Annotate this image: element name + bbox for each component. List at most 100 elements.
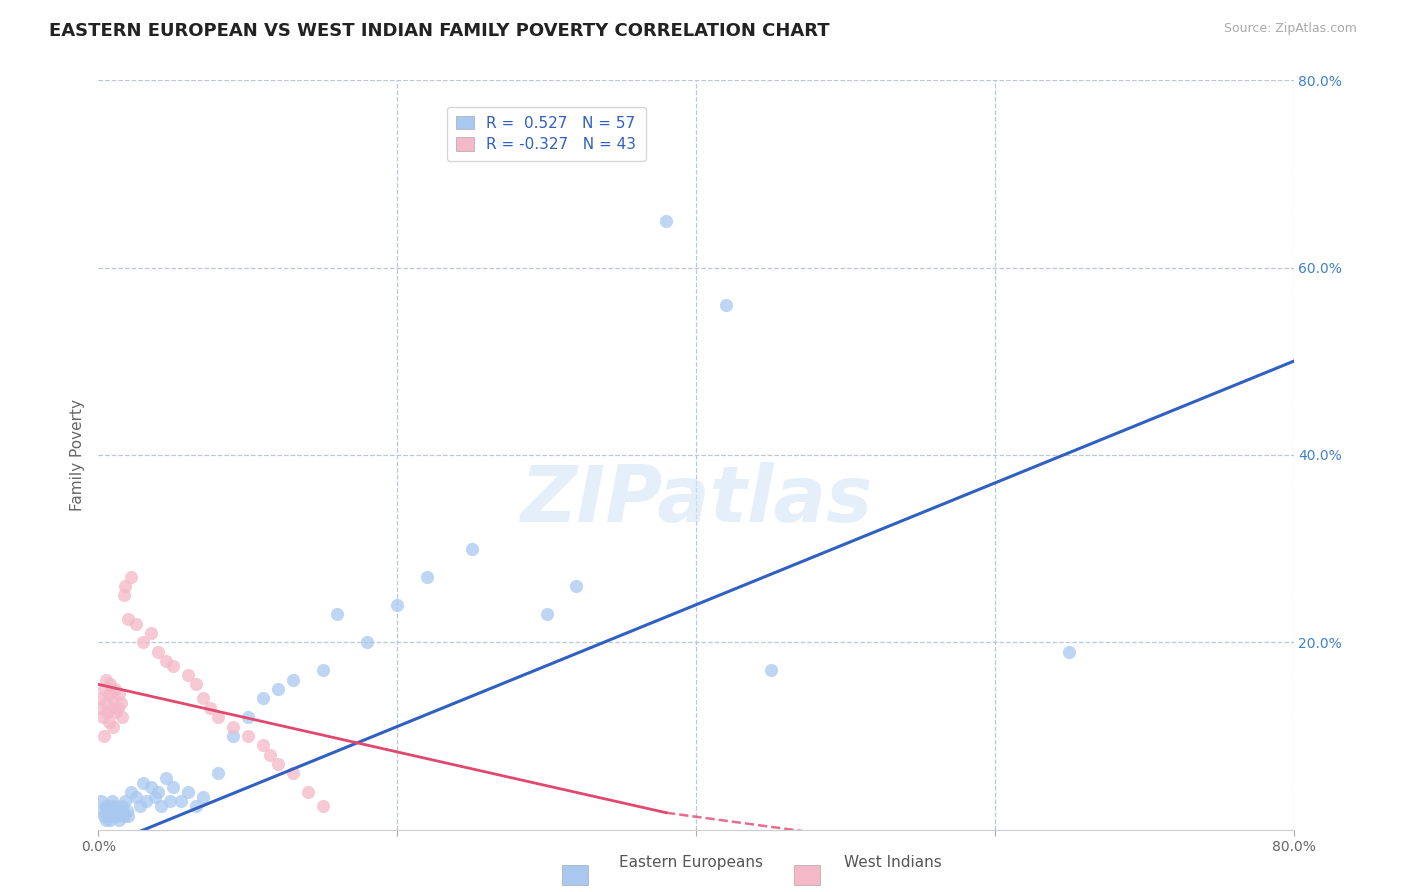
Point: [94, 696, 117, 710]
Point: [110, 696, 132, 710]
Point: [98, 677, 122, 691]
Point: [91, 804, 114, 818]
Point: [267, 682, 290, 697]
Point: [759, 664, 782, 678]
Point: [207, 766, 229, 780]
Point: [97, 714, 120, 729]
Point: [326, 607, 349, 621]
Point: [125, 789, 148, 804]
Point: [94, 814, 117, 828]
Point: [120, 785, 142, 799]
Point: [104, 799, 127, 814]
Point: [112, 808, 135, 822]
Point: [103, 804, 125, 818]
Point: [101, 701, 124, 715]
Point: [125, 616, 148, 631]
Point: [96, 706, 118, 720]
Point: [236, 710, 259, 724]
Point: [132, 776, 155, 790]
Point: [93, 729, 115, 743]
Point: [155, 654, 177, 668]
Point: [139, 780, 162, 795]
Point: [148, 644, 170, 658]
Point: [117, 612, 139, 626]
Point: [97, 808, 120, 822]
Point: [132, 635, 155, 649]
Point: [184, 799, 207, 814]
Point: [111, 710, 134, 724]
Point: [107, 804, 129, 818]
Point: [222, 729, 245, 743]
Point: [714, 298, 737, 312]
Point: [103, 691, 125, 706]
Point: [297, 785, 319, 799]
Point: [236, 729, 259, 743]
Point: [129, 799, 152, 814]
Y-axis label: Family Poverty: Family Poverty: [70, 399, 86, 511]
Point: [191, 789, 214, 804]
Point: [184, 677, 207, 691]
Point: [97, 687, 120, 701]
Point: [356, 635, 378, 649]
Point: [120, 570, 142, 584]
Point: [143, 789, 166, 804]
Point: [311, 799, 333, 814]
Point: [135, 795, 157, 809]
Point: [107, 701, 129, 715]
Point: [162, 658, 184, 673]
Point: [93, 808, 115, 822]
Point: [90, 691, 112, 706]
Point: [385, 598, 409, 612]
Text: West Indians: West Indians: [844, 855, 942, 870]
Point: [281, 766, 304, 780]
Point: [252, 691, 274, 706]
Text: Eastern Europeans: Eastern Europeans: [619, 855, 762, 870]
Legend: R =  0.527   N = 57, R = -0.327   N = 43: R = 0.527 N = 57, R = -0.327 N = 43: [447, 107, 645, 161]
Point: [155, 771, 177, 785]
Point: [112, 589, 135, 603]
Point: [111, 799, 134, 814]
Point: [94, 799, 117, 814]
Point: [162, 780, 184, 795]
Point: [103, 719, 125, 733]
Point: [108, 687, 131, 701]
Text: ZIPatlas: ZIPatlas: [520, 462, 872, 538]
Point: [98, 814, 122, 828]
Point: [169, 795, 191, 809]
Point: [114, 579, 136, 593]
Point: [104, 682, 127, 697]
Point: [191, 691, 214, 706]
Point: [117, 808, 139, 822]
Point: [98, 799, 122, 814]
Point: [110, 804, 132, 818]
Point: [177, 785, 200, 799]
Point: [90, 795, 112, 809]
Point: [416, 570, 439, 584]
Point: [115, 804, 138, 818]
Point: [159, 795, 181, 809]
Point: [461, 541, 484, 556]
Point: [281, 673, 304, 687]
Point: [105, 706, 128, 720]
Point: [93, 682, 115, 697]
Point: [177, 668, 200, 682]
Point: [148, 785, 170, 799]
Point: [222, 719, 245, 733]
Point: [311, 664, 333, 678]
Point: [200, 701, 222, 715]
Point: [101, 795, 124, 809]
Text: EASTERN EUROPEAN VS WEST INDIAN FAMILY POVERTY CORRELATION CHART: EASTERN EUROPEAN VS WEST INDIAN FAMILY P…: [49, 22, 830, 40]
Point: [91, 710, 114, 724]
Point: [94, 673, 117, 687]
Text: Source: ZipAtlas.com: Source: ZipAtlas.com: [1223, 22, 1357, 36]
Point: [103, 808, 125, 822]
Point: [207, 710, 229, 724]
Point: [108, 814, 131, 828]
Point: [96, 804, 118, 818]
Point: [267, 756, 290, 771]
Point: [89, 701, 111, 715]
Point: [252, 739, 274, 753]
Point: [565, 579, 588, 593]
Point: [139, 626, 162, 640]
Point: [259, 747, 281, 762]
